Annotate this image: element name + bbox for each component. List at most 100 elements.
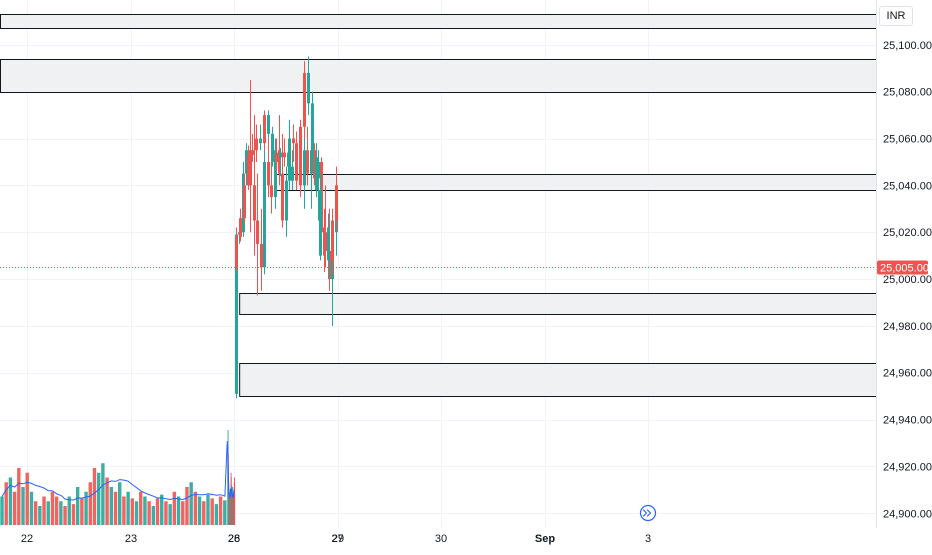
volume-bar (155, 498, 160, 525)
volume-bar (46, 501, 50, 525)
candle-body (295, 161, 298, 181)
scroll-button-circle[interactable] (639, 504, 657, 522)
candle-body (255, 138, 258, 151)
price-zone-rectangle[interactable] (239, 293, 878, 315)
candle-body (306, 150, 309, 174)
candle-body (281, 173, 284, 221)
candle-body (263, 115, 266, 144)
volume-bar (25, 472, 29, 525)
volume-bar (185, 487, 189, 525)
price-zone-rectangle[interactable] (239, 363, 878, 397)
volume-bar (96, 472, 101, 525)
candle-body (303, 72, 306, 127)
price-tick-label: 25,080.00 (883, 87, 932, 99)
candle-body (267, 115, 270, 134)
price-tick-label: 24,920.00 (883, 461, 932, 473)
volume-bar (143, 496, 147, 525)
candle-body (319, 190, 322, 256)
candle-body (259, 138, 262, 144)
volume-bar (197, 496, 202, 525)
candle-body (303, 150, 306, 186)
support-resistance-zones[interactable] (0, 14, 878, 397)
volume-bar (118, 482, 122, 525)
volume-bar (21, 487, 25, 525)
candle-body (274, 150, 277, 198)
volume-bar (109, 487, 113, 525)
volume-bar (8, 477, 13, 525)
volume-moving-average-line (1, 441, 235, 501)
volume-bar (33, 501, 38, 525)
candle-body (263, 161, 266, 268)
price-axis[interactable]: 25,100.00 25,080.00 25,060.00 25,040.00 25,0… (883, 40, 932, 520)
candle-body (256, 220, 259, 244)
price-tick-label: 24,960.00 (883, 368, 932, 380)
volume-bar (168, 504, 172, 525)
volume-bar (54, 496, 59, 525)
volume-bars (0, 430, 236, 525)
price-tick-label: 25,100.00 (883, 40, 932, 52)
candle-body (335, 185, 338, 221)
time-tick-label: 30 (435, 533, 447, 545)
price-zone-rectangle[interactable] (275, 174, 877, 191)
current-price-badge-background (877, 260, 928, 275)
candle-body (239, 218, 242, 237)
candle-body (313, 150, 316, 179)
price-zone-rectangle[interactable] (0, 14, 877, 29)
volume-bar (17, 468, 21, 525)
volume-bar (63, 506, 67, 525)
candle-body (245, 150, 248, 174)
candle-body (317, 161, 320, 179)
volume-bar (176, 496, 181, 525)
volume-bar (84, 491, 88, 525)
candlestick-series (235, 56, 338, 399)
price-tick-label: 25,040.00 (883, 180, 932, 192)
volume-bar (42, 496, 46, 525)
volume-bar (71, 504, 76, 525)
scroll-to-realtime-button[interactable] (639, 504, 657, 522)
candle-body (267, 161, 270, 186)
double-chevron-right-icon[interactable] (642, 509, 652, 517)
candle-body (249, 150, 252, 186)
volume-bar (147, 501, 151, 525)
candle-body (323, 227, 326, 256)
price-zone-rectangle[interactable] (0, 59, 877, 93)
time-tick-label: 27 (331, 533, 343, 545)
time-tick-label: 26 (228, 533, 240, 545)
candle-body (285, 180, 288, 221)
volume-bar (202, 501, 206, 525)
candle-body (310, 150, 313, 174)
volume-bar (181, 501, 185, 525)
time-axis[interactable]: 22 23 26 27 28 29 30 Sep 3 (21, 533, 651, 545)
volume-bar (75, 487, 80, 525)
volume-bar (160, 494, 164, 525)
candle-body (243, 185, 246, 219)
volume-bar (210, 498, 214, 525)
candle-body (278, 150, 281, 174)
volume-bar (38, 506, 42, 525)
volume-bar (234, 485, 236, 525)
candle-body (235, 236, 238, 268)
time-tick-label: Sep (535, 533, 555, 545)
candle-body (315, 157, 318, 191)
candle-body (247, 154, 250, 186)
volume-bar (59, 501, 63, 525)
candle-body (275, 152, 278, 162)
currency-label[interactable]: INR (879, 6, 913, 26)
time-tick-label: 22 (21, 533, 33, 545)
price-tick-label: 25,000.00 (883, 274, 932, 286)
time-tick-label: 23 (125, 533, 137, 545)
volume-bar (130, 498, 135, 525)
candle-body (327, 227, 330, 261)
candle-body (251, 150, 254, 155)
volume-bar (29, 491, 34, 525)
candle-body (260, 243, 263, 268)
volume-bar (92, 468, 97, 525)
volume-bar (0, 496, 4, 525)
time-tick-label: 29 (332, 533, 344, 545)
candle-body (328, 250, 331, 280)
volume-bar (50, 491, 55, 525)
candle-body (271, 133, 274, 162)
volume-bar (134, 501, 139, 525)
